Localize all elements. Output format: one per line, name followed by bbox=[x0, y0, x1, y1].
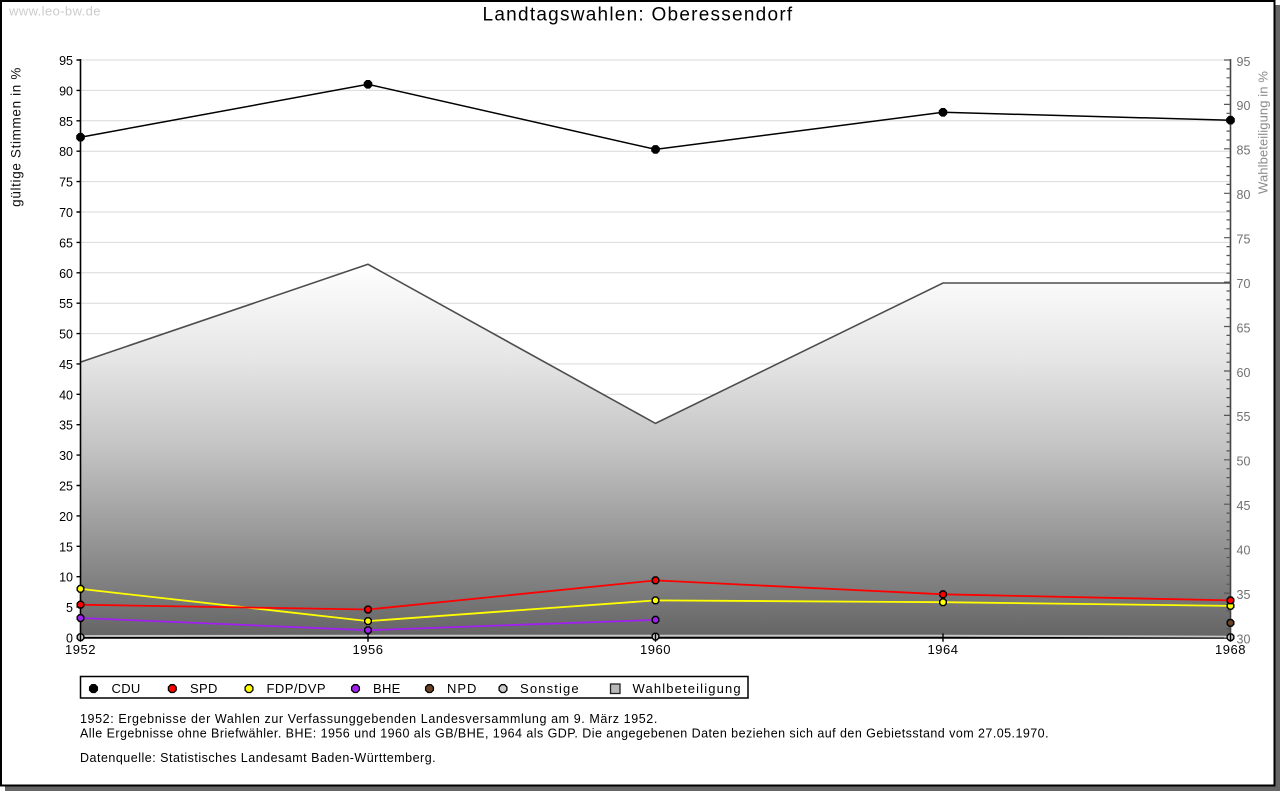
svg-text:35: 35 bbox=[59, 419, 73, 433]
svg-text:95: 95 bbox=[1237, 55, 1251, 69]
svg-text:10: 10 bbox=[59, 571, 73, 585]
svg-text:55: 55 bbox=[59, 297, 73, 311]
svg-text:70: 70 bbox=[59, 206, 73, 220]
svg-text:85: 85 bbox=[1237, 144, 1251, 158]
svg-text:Datenquelle: Statistisches Lan: Datenquelle: Statistisches Landesamt Bad… bbox=[80, 751, 436, 765]
svg-text:Sonstige: Sonstige bbox=[520, 681, 580, 696]
svg-text:30: 30 bbox=[1237, 632, 1251, 646]
svg-text:FDP/DVP: FDP/DVP bbox=[267, 681, 327, 696]
svg-text:1956: 1956 bbox=[352, 642, 383, 657]
svg-text:50: 50 bbox=[1237, 455, 1251, 469]
svg-text:40: 40 bbox=[59, 388, 73, 402]
svg-text:CDU: CDU bbox=[112, 681, 141, 696]
svg-text:Wahlbeteiligung in %: Wahlbeteiligung in % bbox=[1256, 71, 1271, 194]
svg-text:gültige Stimmen in %: gültige Stimmen in % bbox=[9, 67, 24, 207]
svg-text:75: 75 bbox=[59, 176, 73, 190]
svg-text:90: 90 bbox=[59, 84, 73, 98]
svg-text:50: 50 bbox=[59, 328, 73, 342]
svg-text:Landtagswahlen: Oberessendorf: Landtagswahlen: Oberessendorf bbox=[483, 5, 794, 26]
svg-text:45: 45 bbox=[1237, 499, 1251, 513]
svg-text:1968: 1968 bbox=[1215, 642, 1246, 657]
svg-text:25: 25 bbox=[59, 480, 73, 494]
svg-text:80: 80 bbox=[1237, 188, 1251, 202]
svg-text:Wahlbeteiligung: Wahlbeteiligung bbox=[633, 681, 742, 696]
svg-text:20: 20 bbox=[59, 510, 73, 524]
svg-text:85: 85 bbox=[59, 115, 73, 129]
svg-text:70: 70 bbox=[1237, 277, 1251, 291]
svg-text:75: 75 bbox=[1237, 233, 1251, 247]
svg-text:95: 95 bbox=[59, 54, 73, 68]
svg-text:65: 65 bbox=[1237, 321, 1251, 335]
svg-text:35: 35 bbox=[1237, 588, 1251, 602]
svg-text:45: 45 bbox=[59, 358, 73, 372]
svg-text:60: 60 bbox=[59, 267, 73, 281]
svg-text:www.leo-bw.de: www.leo-bw.de bbox=[8, 4, 101, 19]
svg-text:NPD: NPD bbox=[447, 681, 477, 696]
svg-text:15: 15 bbox=[59, 540, 73, 554]
svg-text:1964: 1964 bbox=[927, 642, 958, 657]
svg-text:60: 60 bbox=[1237, 366, 1251, 380]
svg-text:SPD: SPD bbox=[190, 681, 218, 696]
svg-text:Alle Ergebnisse ohne Briefwähl: Alle Ergebnisse ohne Briefwähler. BHE: 1… bbox=[80, 727, 1049, 741]
svg-text:55: 55 bbox=[1237, 410, 1251, 424]
svg-text:65: 65 bbox=[59, 236, 73, 250]
svg-text:1952: 1952 bbox=[65, 642, 96, 657]
svg-text:90: 90 bbox=[1237, 99, 1251, 113]
svg-text:1960: 1960 bbox=[640, 642, 671, 657]
svg-text:30: 30 bbox=[59, 449, 73, 463]
svg-text:1952: Ergebnisse der Wahlen zu: 1952: Ergebnisse der Wahlen zur Verfassu… bbox=[80, 712, 658, 726]
svg-text:0: 0 bbox=[66, 632, 73, 646]
svg-text:80: 80 bbox=[59, 145, 73, 159]
svg-text:40: 40 bbox=[1237, 544, 1251, 558]
svg-text:BHE: BHE bbox=[373, 681, 401, 696]
svg-text:5: 5 bbox=[66, 601, 73, 615]
